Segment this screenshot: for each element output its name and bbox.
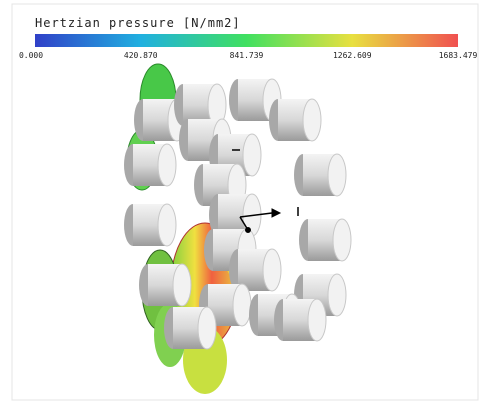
roller-face: [158, 204, 176, 246]
roller: [274, 299, 326, 341]
roller: [294, 154, 346, 196]
tick-label: 420.870: [124, 51, 158, 60]
legend-title: Hertzian pressure [N/mm2]: [35, 16, 241, 30]
color-bar: [35, 34, 458, 47]
roller-face: [328, 274, 346, 316]
roller-face: [308, 299, 326, 341]
roller: [299, 219, 351, 261]
roller: [124, 204, 176, 246]
roller-face: [333, 219, 351, 261]
tick-label: 1262.609: [333, 51, 372, 60]
roller-face: [158, 144, 176, 186]
color-bar-ticks: 0.000 420.870 841.739 1262.609 1683.479: [19, 51, 477, 60]
tick-label: 0.000: [19, 51, 43, 60]
roller-face: [303, 99, 321, 141]
roller: [269, 99, 321, 141]
roller-face: [233, 284, 251, 326]
roller-face: [243, 134, 261, 176]
roller-face: [263, 249, 281, 291]
roller-face: [328, 154, 346, 196]
page: Hertzian pressure [N/mm2] 0.000 420.870 84…: [0, 0, 483, 403]
roller: [164, 307, 216, 349]
tick-label: 1683.479: [439, 51, 478, 60]
tick-label: 841.739: [230, 51, 264, 60]
viewport: Hertzian pressure [N/mm2] 0.000 420.870 84…: [0, 0, 483, 403]
roller: [139, 264, 191, 306]
roller-face: [173, 264, 191, 306]
roller: [124, 144, 176, 186]
roller-face: [198, 307, 216, 349]
